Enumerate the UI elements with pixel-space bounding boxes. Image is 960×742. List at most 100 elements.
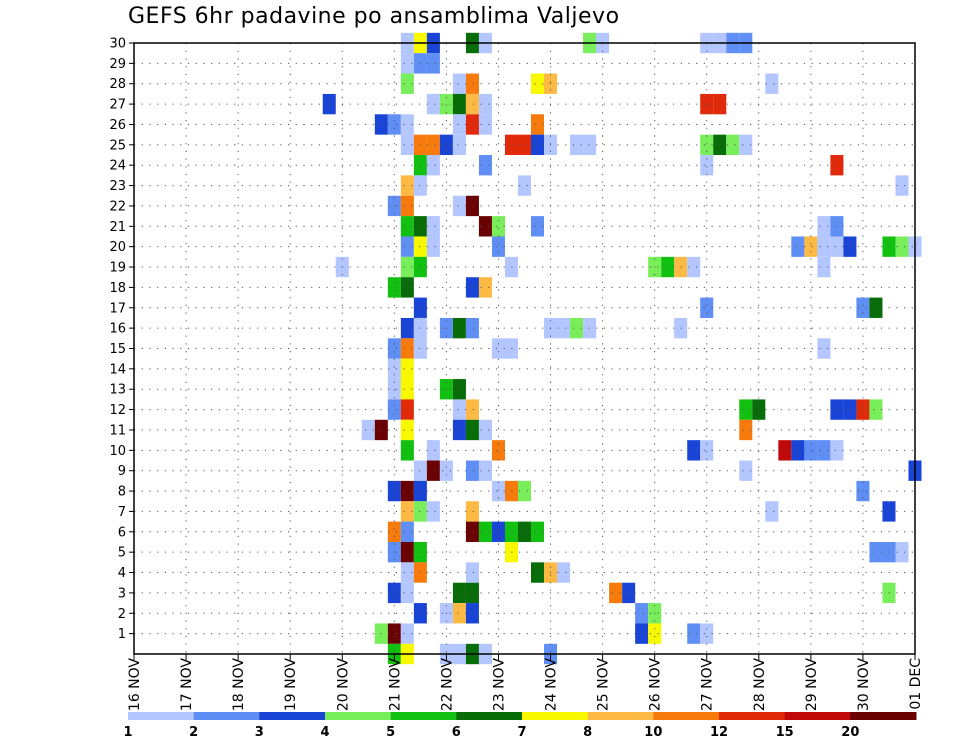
heatmap-cell — [478, 216, 492, 237]
heatmap-cell — [531, 114, 545, 135]
y-tick-label: 14 — [109, 362, 126, 377]
heatmap-cell — [426, 93, 440, 115]
heatmap-cell — [387, 623, 401, 644]
y-tick-label: 22 — [109, 199, 126, 214]
colorbar-label: 6 — [452, 725, 461, 740]
heatmap-cell — [400, 73, 414, 94]
colorbar-swatch — [128, 712, 195, 720]
heatmap-cell — [687, 256, 701, 278]
x-tick-label: 17 NOV — [179, 658, 195, 712]
heatmap-cell — [465, 277, 479, 298]
x-tick-label: 29 NOV — [804, 658, 820, 712]
x-tick-label: 30 NOV — [856, 658, 872, 712]
colorbar-label: 10 — [644, 725, 662, 740]
y-tick-label: 6 — [118, 525, 126, 540]
heatmap-cell — [439, 460, 453, 481]
heatmap-cell — [531, 73, 545, 94]
heatmap-cell — [413, 460, 427, 481]
heatmap-cell — [817, 236, 831, 257]
x-tick-label: 20 NOV — [335, 658, 351, 712]
heatmap-cell — [452, 317, 466, 339]
x-tick-label: 24 NOV — [544, 658, 560, 712]
colorbar-label: 2 — [189, 725, 198, 740]
heatmap-cell — [387, 480, 401, 502]
colorbar-swatch — [522, 712, 589, 720]
heatmap-cell — [687, 623, 701, 644]
heatmap-cell — [452, 93, 466, 115]
heatmap-cell — [465, 73, 479, 94]
heatmap-cell — [478, 114, 492, 135]
heatmap-cell — [531, 562, 545, 583]
heatmap-cell — [400, 53, 414, 74]
heatmap-cell — [635, 603, 649, 624]
colorbar-swatch — [784, 712, 851, 720]
heatmap-cell — [478, 521, 492, 542]
heatmap-cell — [687, 440, 701, 461]
heatmap-cell — [700, 155, 714, 176]
heatmap-cell — [478, 419, 492, 441]
heatmap-cell — [400, 134, 414, 156]
heatmap-cell — [387, 358, 401, 380]
heatmap-cell — [491, 521, 505, 542]
x-tick-label: 16 NOV — [127, 658, 143, 712]
y-tick-label: 18 — [109, 281, 126, 296]
heatmap-cell — [765, 501, 779, 522]
heatmap-cell — [830, 440, 844, 461]
heatmap-cell — [400, 256, 414, 278]
heatmap-cell — [452, 134, 466, 156]
heatmap-cell — [387, 338, 401, 359]
heatmap-cell — [491, 480, 505, 502]
heatmap-cell — [817, 216, 831, 237]
y-tick-label: 29 — [109, 57, 126, 72]
heatmap-cell — [856, 480, 870, 502]
heatmap-cell — [439, 93, 453, 115]
heatmap-cell — [465, 460, 479, 481]
heatmap-cell — [739, 419, 753, 441]
colorbar-label: 8 — [583, 725, 592, 740]
heatmap-cell — [531, 134, 545, 156]
heatmap-cell — [465, 93, 479, 115]
heatmap-cell — [400, 521, 414, 542]
heatmap-cell — [557, 562, 571, 583]
x-tick-label: 18 NOV — [231, 658, 247, 712]
heatmap-cell — [400, 358, 414, 380]
y-tick-label: 15 — [109, 342, 126, 357]
y-axis: 1234567891011121314151617181920212223242… — [109, 37, 134, 642]
y-tick-label: 21 — [109, 220, 126, 235]
heatmap-cell — [517, 134, 532, 156]
heatmap-cell — [478, 460, 492, 481]
x-tick-label: 27 NOV — [700, 658, 716, 712]
heatmap-cell — [452, 73, 466, 94]
colorbar-label: 1 — [123, 725, 132, 740]
heatmap-cell — [452, 603, 466, 624]
heatmap-cell — [830, 155, 844, 176]
x-tick-label: 22 NOV — [439, 658, 455, 712]
heatmap-cell — [465, 501, 479, 522]
heatmap-cell — [491, 338, 505, 359]
heatmap-cell — [465, 603, 479, 624]
x-tick-label: 23 NOV — [491, 658, 507, 712]
y-tick-label: 20 — [109, 240, 126, 255]
y-tick-label: 19 — [109, 261, 126, 276]
y-tick-label: 28 — [109, 77, 126, 92]
heatmap-cell — [869, 399, 883, 420]
heatmap-cell — [400, 399, 414, 420]
colorbar-label: 15 — [776, 725, 794, 740]
colorbar-label: 5 — [386, 725, 395, 740]
heatmap-cell — [570, 134, 584, 156]
colorbar-label: 12 — [710, 725, 728, 740]
heatmap-cell — [700, 134, 714, 156]
y-tick-label: 9 — [118, 464, 126, 479]
heatmap-cell — [478, 277, 492, 298]
heatmap-cell — [361, 419, 375, 441]
heatmap-cell — [413, 236, 427, 257]
colorbar-label: 3 — [255, 725, 264, 740]
heatmap-cell — [413, 175, 427, 196]
heatmap-cell — [583, 134, 597, 156]
heatmap-cell — [400, 562, 414, 583]
heatmap-cell — [413, 480, 427, 502]
y-tick-label: 17 — [109, 301, 126, 316]
heatmap-cell — [400, 216, 414, 237]
y-tick-label: 23 — [109, 179, 126, 194]
